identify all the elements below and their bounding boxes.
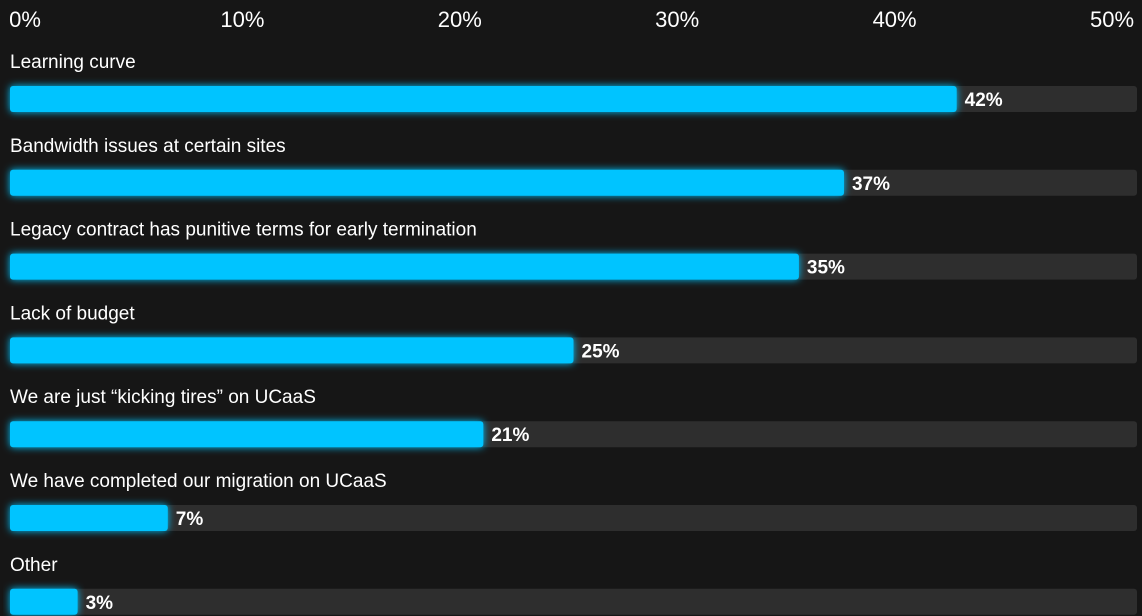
- category-label: Bandwidth issues at certain sites: [10, 136, 286, 157]
- bar: [10, 588, 78, 615]
- bar-rows: Learning curve 42% Bandwidth issues at cer…: [10, 52, 1137, 615]
- bar-row: We are just “kicking tires” on UCaaS 21%: [10, 387, 1137, 448]
- value-label: 25%: [582, 341, 620, 362]
- category-label: We are just “kicking tires” on UCaaS: [10, 387, 316, 408]
- bar: [10, 505, 168, 531]
- x-tick-label: 0%: [9, 7, 41, 32]
- bar-row: Lack of budget 25%: [10, 303, 1137, 364]
- x-axis-tick-labels: 0% 10% 20% 30% 40% 50%: [9, 7, 1134, 32]
- bar: [10, 169, 844, 196]
- x-tick-label: 40%: [873, 7, 917, 32]
- bar-row: We have completed our migration on UCaaS…: [10, 471, 1137, 531]
- bar-row: Other 3%: [10, 555, 1137, 615]
- bar-row: Legacy contract has punitive terms for e…: [10, 220, 1137, 280]
- bar: [10, 421, 484, 448]
- bar-track: [10, 505, 1137, 531]
- value-label: 37%: [852, 174, 890, 195]
- x-tick-label: 10%: [220, 7, 264, 32]
- x-tick-label: 50%: [1090, 7, 1134, 32]
- category-label: Other: [10, 555, 58, 576]
- bar-row: Bandwidth issues at certain sites 37%: [10, 136, 1137, 196]
- category-label: Learning curve: [10, 52, 136, 73]
- value-label: 35%: [807, 258, 845, 279]
- category-label: We have completed our migration on UCaaS: [10, 471, 387, 492]
- bar: [10, 337, 574, 364]
- category-label: Legacy contract has punitive terms for e…: [10, 220, 477, 241]
- value-label: 21%: [491, 425, 529, 446]
- bar: [10, 86, 957, 112]
- bar: [10, 253, 799, 280]
- value-label: 7%: [176, 509, 204, 530]
- value-label: 3%: [86, 593, 114, 614]
- x-tick-label: 20%: [438, 7, 482, 32]
- x-tick-label: 30%: [655, 7, 699, 32]
- bar-row: Learning curve 42%: [10, 52, 1137, 112]
- category-label: Lack of budget: [10, 303, 135, 324]
- value-label: 42%: [965, 90, 1003, 111]
- bar-track: [10, 588, 1137, 615]
